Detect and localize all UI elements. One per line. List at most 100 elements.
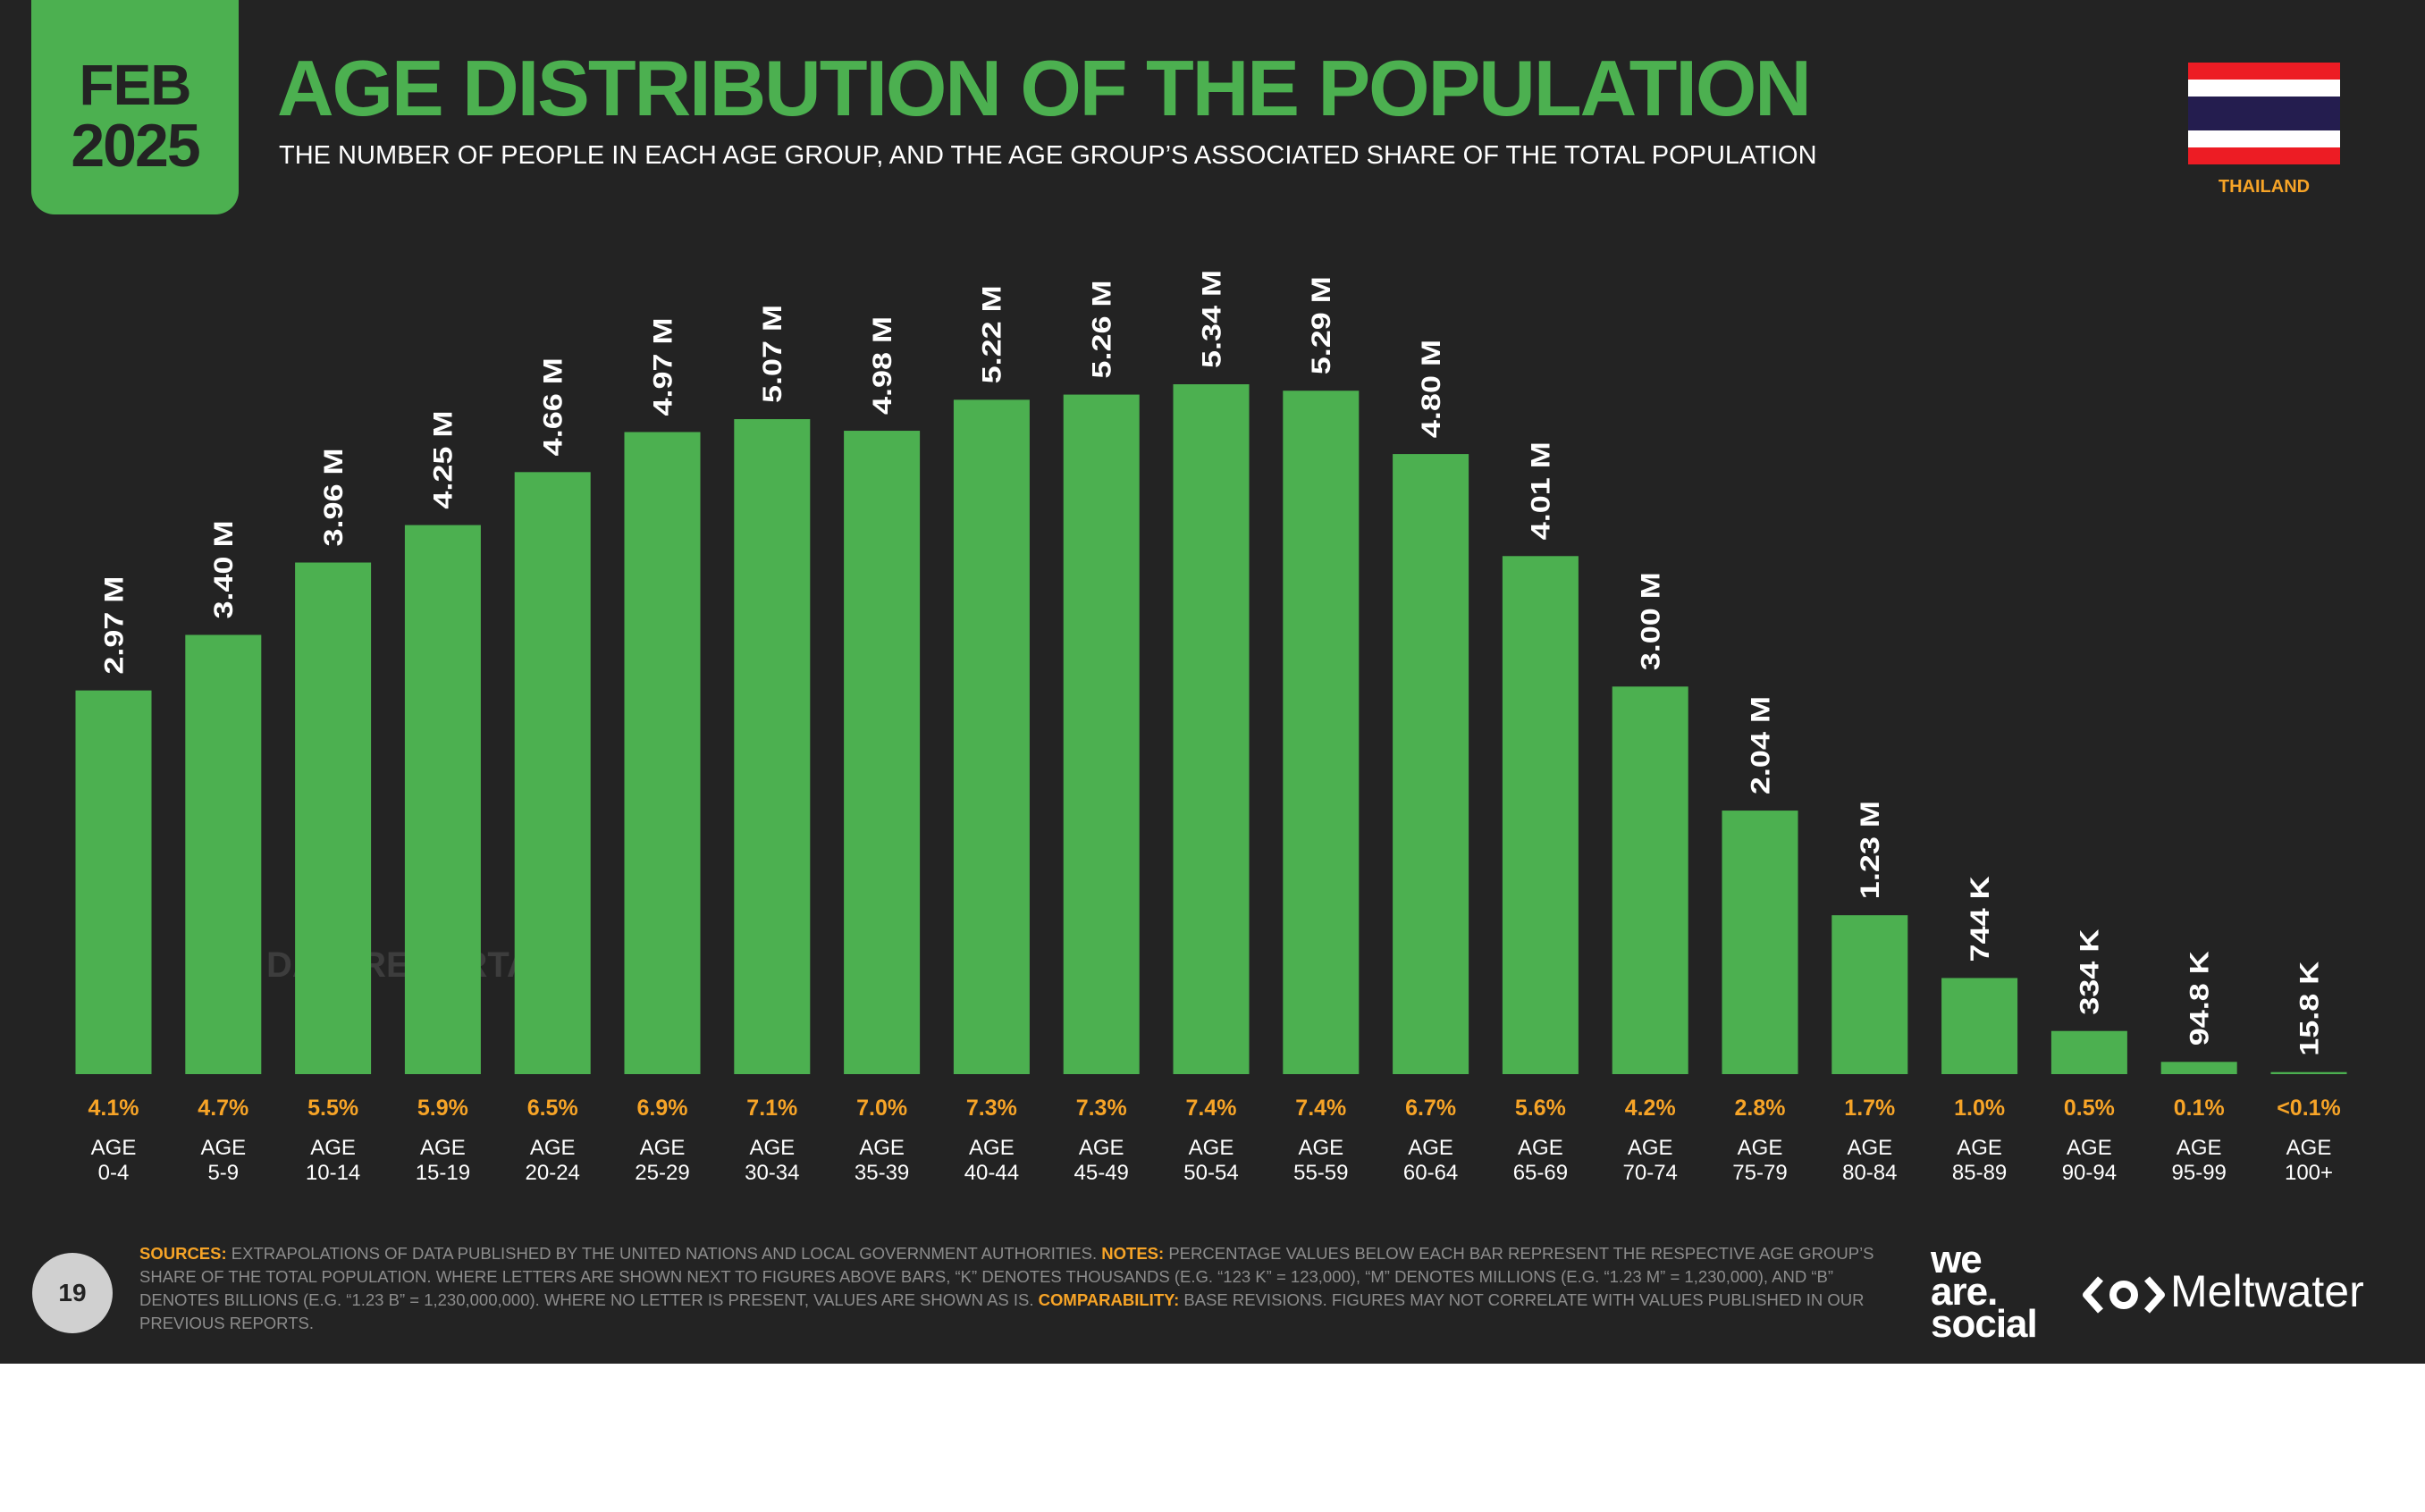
bar-90-94 — [2050, 1030, 2127, 1074]
bar-100+ — [2270, 1071, 2347, 1074]
bar-80-84 — [1831, 915, 1908, 1074]
flag-stripe-red-top — [2188, 63, 2340, 80]
age-range-label: 70-74 — [1623, 1161, 1678, 1185]
age-prefix-label: AGE — [1189, 1136, 1234, 1160]
age-prefix-label: AGE — [749, 1136, 795, 1160]
value-label: 1.23 M — [1855, 801, 1884, 899]
share-label: 6.5% — [527, 1096, 578, 1121]
logo-line-we: we — [1931, 1238, 1983, 1281]
age-prefix-label: AGE — [640, 1136, 686, 1160]
slide-background: FEB 2025 AGE DISTRIBUTION OF THE POPULAT… — [0, 0, 2425, 1364]
age-range-label: 40-44 — [964, 1161, 1019, 1185]
age-prefix-label: AGE — [1738, 1136, 1783, 1160]
value-label: 5.34 M — [1196, 270, 1225, 368]
age-range-label: 95-99 — [2172, 1161, 2227, 1185]
notes-text: PERCENTAGE VALUES BELOW EACH BAR REPRESE… — [139, 1244, 1874, 1309]
share-label: 5.5% — [307, 1096, 358, 1121]
share-label: 4.2% — [1625, 1096, 1676, 1121]
share-label: 5.6% — [1515, 1096, 1566, 1121]
share-label: 1.0% — [1954, 1096, 2005, 1121]
bar-30-34 — [734, 419, 811, 1075]
age-prefix-label: AGE — [1518, 1136, 1563, 1160]
logo-line-social: social — [1931, 1302, 2038, 1346]
age-prefix-label: AGE — [1628, 1136, 1673, 1160]
bar-5-9 — [185, 634, 262, 1074]
age-range-label: 10-14 — [306, 1161, 360, 1185]
value-label: 3.00 M — [1636, 572, 1665, 670]
age-prefix-label: AGE — [420, 1136, 466, 1160]
bar-10-14 — [295, 562, 372, 1074]
comparability-label: COMPARABILITY: — [1038, 1290, 1180, 1309]
flag-stripe-white-top — [2188, 80, 2340, 97]
age-range-label: 65-69 — [1513, 1161, 1568, 1185]
sources-text: EXTRAPOLATIONS OF DATA PUBLISHED BY THE … — [231, 1244, 1098, 1263]
age-range-label: 30-34 — [745, 1161, 799, 1185]
bar-40-44 — [953, 399, 1030, 1074]
page-title: AGE DISTRIBUTION OF THE POPULATION — [277, 44, 1812, 132]
age-prefix-label: AGE — [1957, 1136, 2002, 1160]
value-label: 15.8 K — [2294, 961, 2323, 1055]
age-prefix-label: AGE — [2177, 1136, 2222, 1160]
share-label: 4.7% — [198, 1096, 248, 1121]
age-range-label: 0-4 — [98, 1161, 130, 1185]
sources-label: SOURCES: — [139, 1244, 227, 1263]
country-label: THAILAND — [2218, 177, 2311, 197]
age-range-label: 35-39 — [855, 1161, 909, 1185]
age-prefix-label: AGE — [200, 1136, 246, 1160]
age-range-label: 75-79 — [1732, 1161, 1787, 1185]
share-label: 7.4% — [1295, 1096, 1346, 1121]
bar-65-69 — [1502, 556, 1579, 1074]
age-range-label: 25-29 — [635, 1161, 689, 1185]
value-label: 4.01 M — [1526, 441, 1555, 540]
share-label: 7.3% — [966, 1096, 1017, 1121]
age-range-label: 100+ — [2285, 1161, 2333, 1185]
flag-stripe-blue — [2188, 97, 2340, 130]
meltwater-text: Meltwater — [2170, 1266, 2364, 1316]
age-range-label: 20-24 — [526, 1161, 580, 1185]
bar-45-49 — [1063, 394, 1140, 1074]
age-prefix-label: AGE — [969, 1136, 1015, 1160]
meltwater-logo: Meltwater — [2083, 1265, 2364, 1317]
age-range-label: 45-49 — [1074, 1161, 1129, 1185]
age-prefix-label: AGE — [2067, 1136, 2112, 1160]
share-label: 0.1% — [2174, 1096, 2225, 1121]
age-prefix-label: AGE — [310, 1136, 356, 1160]
value-label: 2.97 M — [98, 576, 128, 675]
value-label: 3.40 M — [208, 520, 238, 618]
share-label: 5.9% — [417, 1096, 468, 1121]
share-label: 7.0% — [856, 1096, 907, 1121]
age-prefix-label: AGE — [1847, 1136, 1892, 1160]
bar-25-29 — [624, 432, 701, 1075]
bar-70-74 — [1612, 686, 1688, 1074]
bar-20-24 — [514, 472, 591, 1074]
bar-0-4 — [75, 690, 152, 1074]
share-label: 1.7% — [1844, 1096, 1895, 1121]
meltwater-icon — [2083, 1276, 2165, 1314]
bar-85-89 — [1941, 978, 2018, 1074]
bar-60-64 — [1393, 454, 1469, 1075]
age-range-label: 50-54 — [1183, 1161, 1238, 1185]
age-range-label: 5-9 — [207, 1161, 239, 1185]
share-label: 7.4% — [1186, 1096, 1237, 1121]
age-prefix-label: AGE — [2286, 1136, 2332, 1160]
date-badge: FEB 2025 — [31, 0, 239, 214]
age-prefix-label: AGE — [859, 1136, 905, 1160]
value-label: 4.98 M — [867, 316, 897, 415]
value-label: 744 K — [1965, 876, 1994, 962]
logo-line-are: are. — [1931, 1270, 1998, 1314]
share-label: 4.1% — [88, 1096, 139, 1121]
flag-stripe-white-bottom — [2188, 130, 2340, 147]
share-label: 7.1% — [746, 1096, 797, 1121]
comparability-text: BASE REVISIONS. FIGURES MAY NOT CORRELAT… — [139, 1290, 1865, 1332]
value-label: 4.97 M — [647, 317, 677, 416]
page-number: 19 — [32, 1253, 113, 1333]
value-label: 2.04 M — [1745, 696, 1774, 794]
age-range-label: 90-94 — [2062, 1161, 2117, 1185]
footer-notes: SOURCES: EXTRAPOLATIONS OF DATA PUBLISHE… — [139, 1242, 1891, 1335]
bar-15-19 — [404, 525, 481, 1074]
bar-50-54 — [1173, 384, 1250, 1074]
age-range-label: 55-59 — [1293, 1161, 1348, 1185]
value-label: 3.96 M — [318, 448, 348, 546]
we-are-social-logo: we are. social — [1931, 1238, 2038, 1346]
thailand-flag-icon — [2188, 63, 2340, 164]
